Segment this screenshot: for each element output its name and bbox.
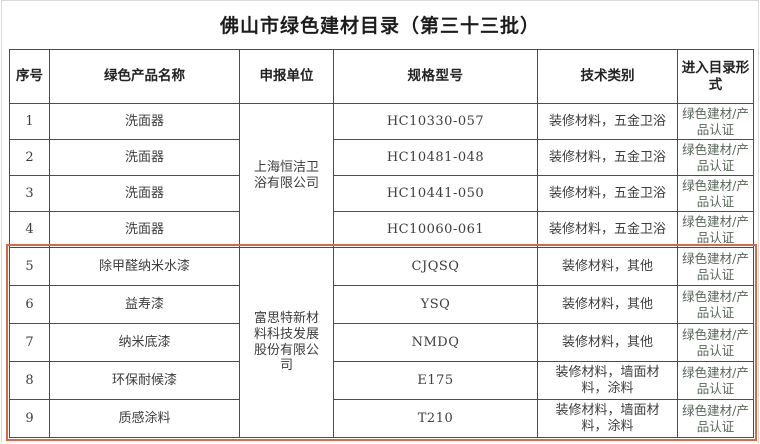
cell-product-name: 环保耐候漆 [49,361,240,400]
cell-product-name: 洗面器 [49,175,240,212]
table-row: 8 环保耐候漆 E175 装修材料，墙面材料，涂料 绿色建材/产品认证 [9,361,754,400]
cell-product-name: 洗面器 [49,211,240,248]
table-row: 2 洗面器 HC10481-048 装修材料，五金卫浴 绿色建材/产品认证 [9,139,754,176]
cell-tech-category: 装修材料，其他 [537,285,678,324]
header-applicant: 申报单位 [239,49,334,104]
header-index: 序号 [9,49,50,104]
catalog-table: 序号 绿色产品名称 申报单位 规格型号 技术类别 进入目录形式 1 洗面器 上海… [9,49,754,438]
cell-tech-category: 装修材料，五金卫浴 [537,175,678,212]
header-entry-form: 进入目录形式 [677,49,754,104]
cell-tech-category: 装修材料，墙面材料，涂料 [537,399,678,438]
cell-tech-category: 装修材料，其他 [537,247,678,286]
cell-entry-form: 绿色建材/产品认证 [677,211,754,248]
cell-spec-model: HC10060-061 [333,211,538,248]
table-row: 6 益寿漆 YSQ 装修材料，其他 绿色建材/产品认证 [9,285,754,324]
cell-index: 5 [9,247,50,286]
cell-spec-model: T210 [333,399,538,438]
cell-tech-category: 装修材料，五金卫浴 [537,139,678,176]
cell-product-name: 洗面器 [49,139,240,176]
cell-tech-category: 装修材料，五金卫浴 [537,103,678,140]
cell-index: 7 [9,323,50,362]
cell-index: 8 [9,361,50,400]
table-row: 4 洗面器 HC10060-061 装修材料，五金卫浴 绿色建材/产品认证 [9,211,754,248]
cell-company: 富思特新材料科技发展股份有限公司 [239,247,334,438]
cell-index: 9 [9,399,50,438]
table-row: 9 质感涂料 T210 装修材料，墙面材料，涂料 绿色建材/产品认证 [9,399,754,438]
cell-product-name: 质感涂料 [49,399,240,438]
cell-index: 2 [9,139,50,176]
table-row: 5 除甲醛纳米水漆 富思特新材料科技发展股份有限公司 CJQSQ 装修材料，其他… [9,247,754,438]
cell-company: 上海恒洁卫浴有限公司 [239,103,334,248]
cell-entry-form: 绿色建材/产品认证 [677,361,754,400]
cell-spec-model: YSQ [333,285,538,324]
header-product-name: 绿色产品名称 [49,49,240,104]
cell-product-name: 除甲醛纳米水漆 [49,247,240,286]
cell-spec-model: NMDQ [333,323,538,362]
cell-index: 6 [9,285,50,324]
cell-entry-form: 绿色建材/产品认证 [677,247,754,286]
cell-spec-model: CJQSQ [333,247,538,286]
cell-index: 1 [9,103,50,140]
cell-entry-form: 绿色建材/产品认证 [677,175,754,212]
cell-product-name: 纳米底漆 [49,323,240,362]
cell-entry-form: 绿色建材/产品认证 [677,399,754,438]
cell-entry-form: 绿色建材/产品认证 [677,285,754,324]
cell-index: 4 [9,211,50,248]
cell-index: 3 [9,175,50,212]
table-header-row: 序号 绿色产品名称 申报单位 规格型号 技术类别 进入目录形式 [9,49,754,104]
cell-product-name: 益寿漆 [49,285,240,324]
cell-spec-model: HC10441-050 [333,175,538,212]
cell-tech-category: 装修材料，五金卫浴 [537,211,678,248]
cell-spec-model: HC10330-057 [333,103,538,140]
table-row: 3 洗面器 HC10441-050 装修材料，五金卫浴 绿色建材/产品认证 [9,175,754,212]
cell-entry-form: 绿色建材/产品认证 [677,103,754,140]
cell-spec-model: E175 [333,361,538,400]
header-spec-model: 规格型号 [333,49,538,104]
cell-tech-category: 装修材料，其他 [537,323,678,362]
header-tech-category: 技术类别 [537,49,678,104]
page-title: 佛山市绿色建材目录（第三十三批） [219,15,540,37]
cell-spec-model: HC10481-048 [333,139,538,176]
cell-entry-form: 绿色建材/产品认证 [677,323,754,362]
table-row: 1 洗面器 上海恒洁卫浴有限公司 HC10330-057 装修材料，五金卫浴 绿… [9,103,754,248]
cell-product-name: 洗面器 [49,103,240,140]
cell-entry-form: 绿色建材/产品认证 [677,139,754,176]
table-row: 7 纳米底漆 NMDQ 装修材料，其他 绿色建材/产品认证 [9,323,754,362]
cell-tech-category: 装修材料，墙面材料，涂料 [537,361,678,400]
